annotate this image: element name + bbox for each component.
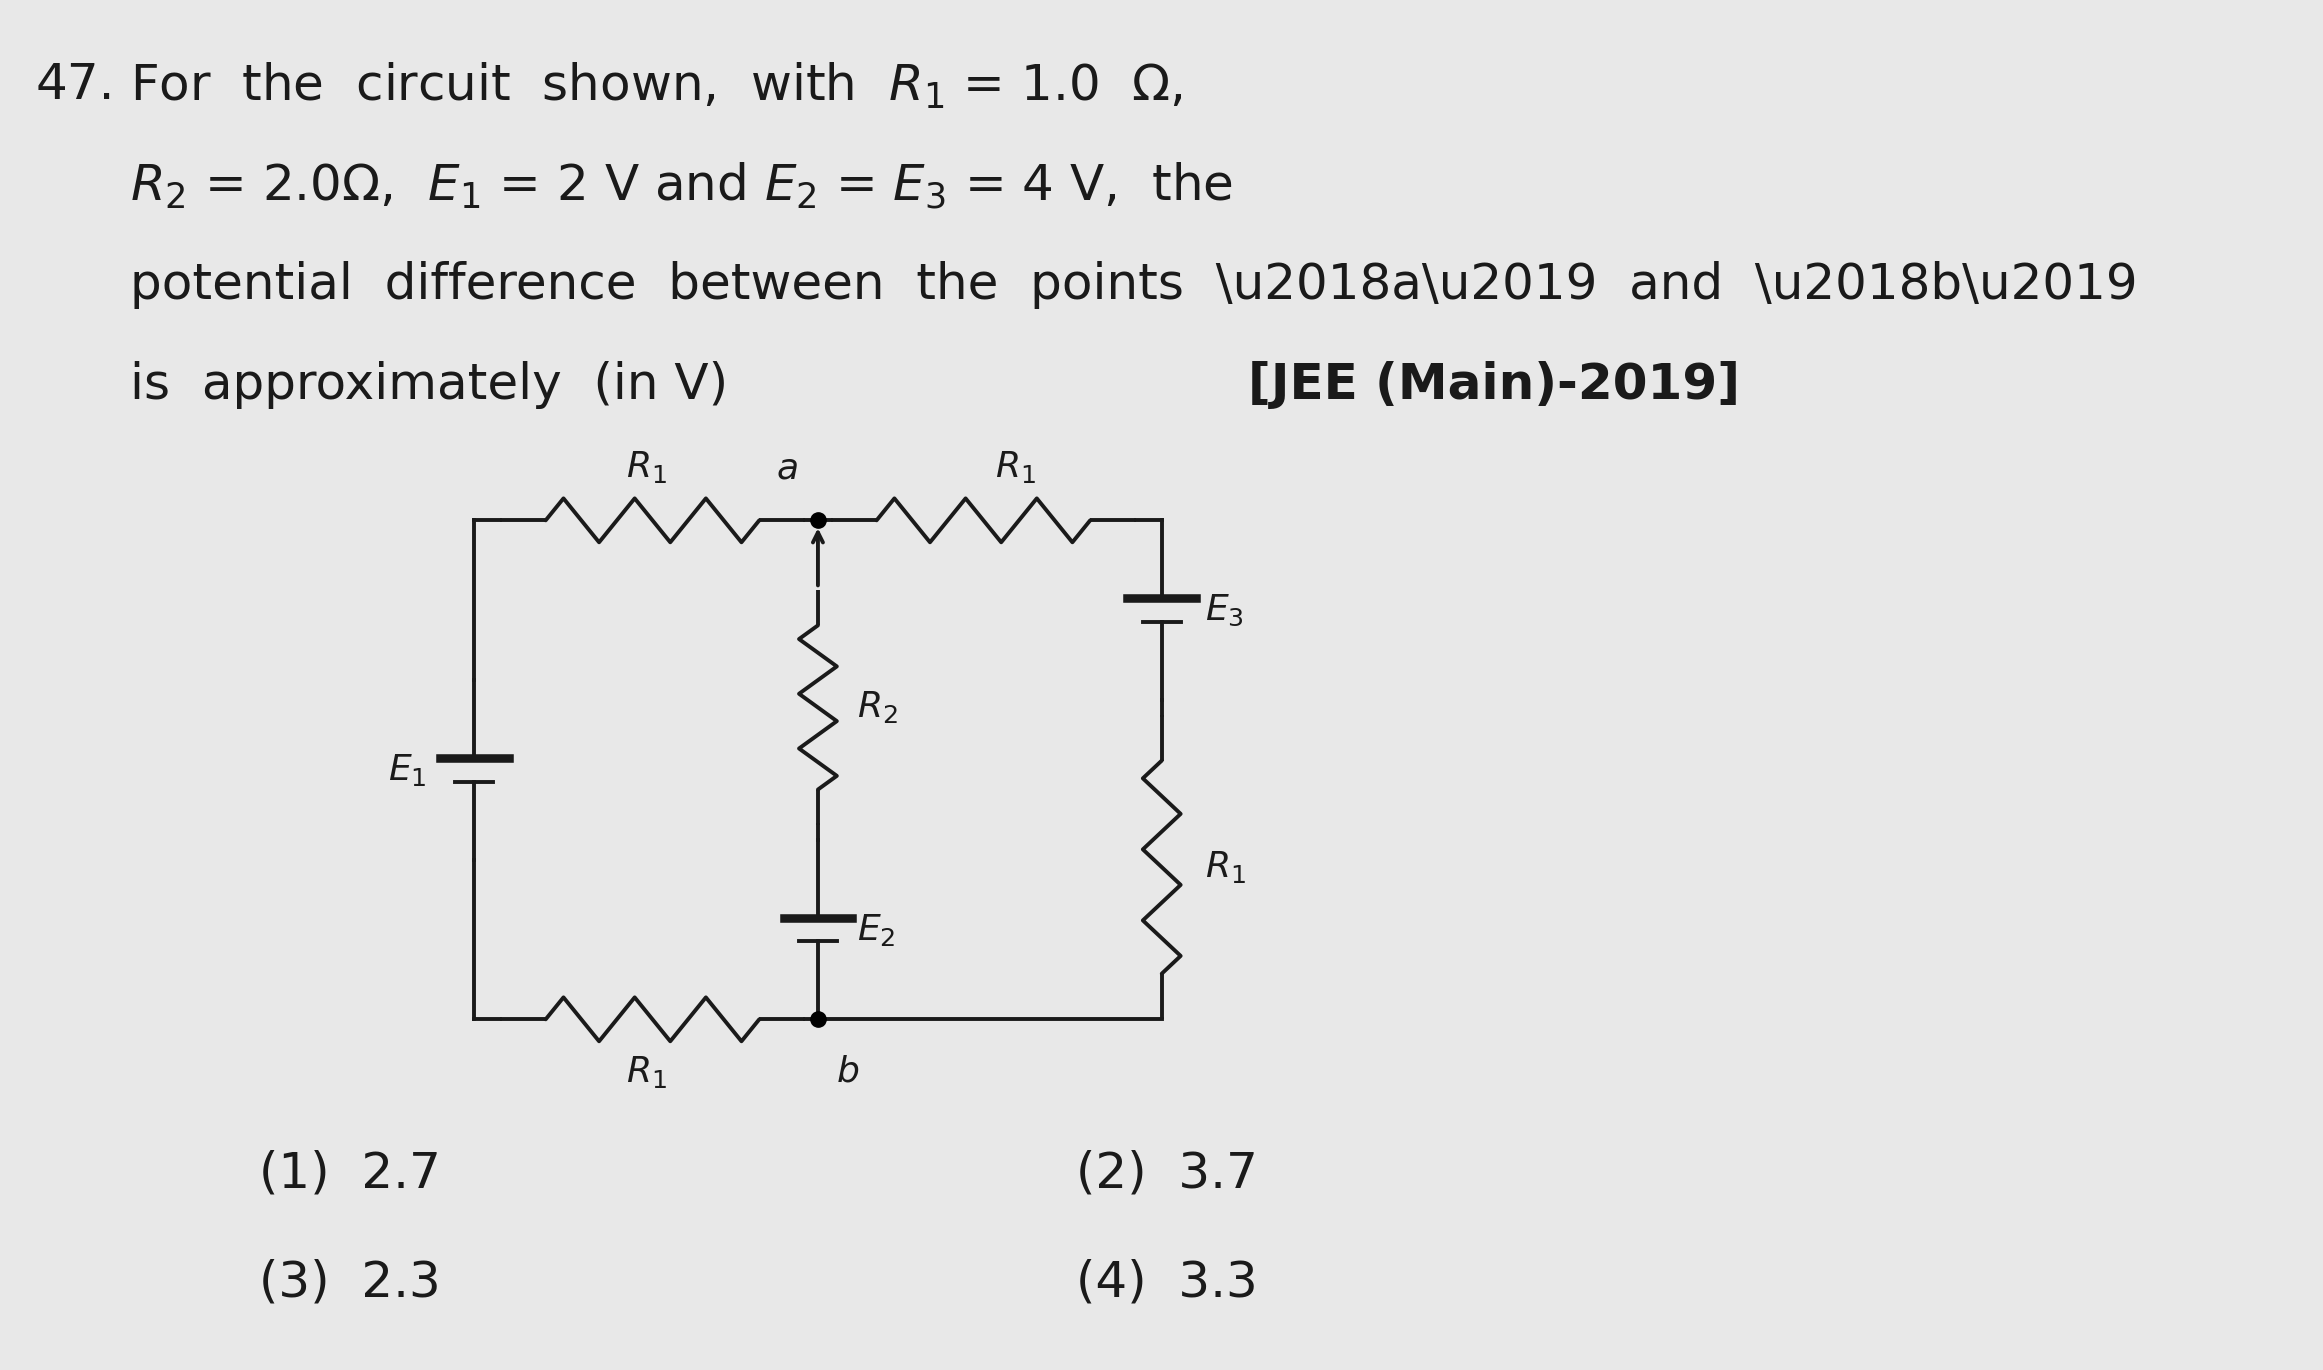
Text: 47.: 47. — [35, 62, 116, 110]
Text: (3)  2.3: (3) 2.3 — [260, 1259, 441, 1307]
Text: $R_1$: $R_1$ — [625, 449, 667, 485]
Text: (2)  3.7: (2) 3.7 — [1076, 1149, 1257, 1197]
Text: potential  difference  between  the  points  \u2018a\u2019  and  \u2018b\u2019: potential difference between the points … — [130, 260, 2137, 308]
Text: a: a — [776, 451, 799, 485]
Text: $E_2$: $E_2$ — [857, 911, 894, 948]
Text: For  the  circuit  shown,  with  $R_1$ = 1.0  $\Omega$,: For the circuit shown, with $R_1$ = 1.0 … — [130, 62, 1182, 111]
Text: $R_1$: $R_1$ — [1206, 849, 1245, 885]
Text: (4)  3.3: (4) 3.3 — [1076, 1259, 1257, 1307]
Text: [JEE (Main)-2019]: [JEE (Main)-2019] — [1247, 360, 1740, 408]
Text: $E_3$: $E_3$ — [1206, 592, 1243, 627]
Text: $E_1$: $E_1$ — [388, 752, 427, 788]
Text: $R_1$: $R_1$ — [994, 449, 1036, 485]
Text: (1)  2.7: (1) 2.7 — [260, 1149, 441, 1197]
Text: b: b — [836, 1055, 860, 1088]
Text: $R_2$: $R_2$ — [857, 689, 897, 726]
Text: is  approximately  (in V): is approximately (in V) — [130, 360, 729, 408]
Text: $R_1$: $R_1$ — [625, 1055, 667, 1091]
Text: $R_2$ = 2.0$\Omega$,  $E_1$ = 2 V and $E_2$ = $E_3$ = 4 V,  the: $R_2$ = 2.0$\Omega$, $E_1$ = 2 V and $E_… — [130, 162, 1234, 211]
